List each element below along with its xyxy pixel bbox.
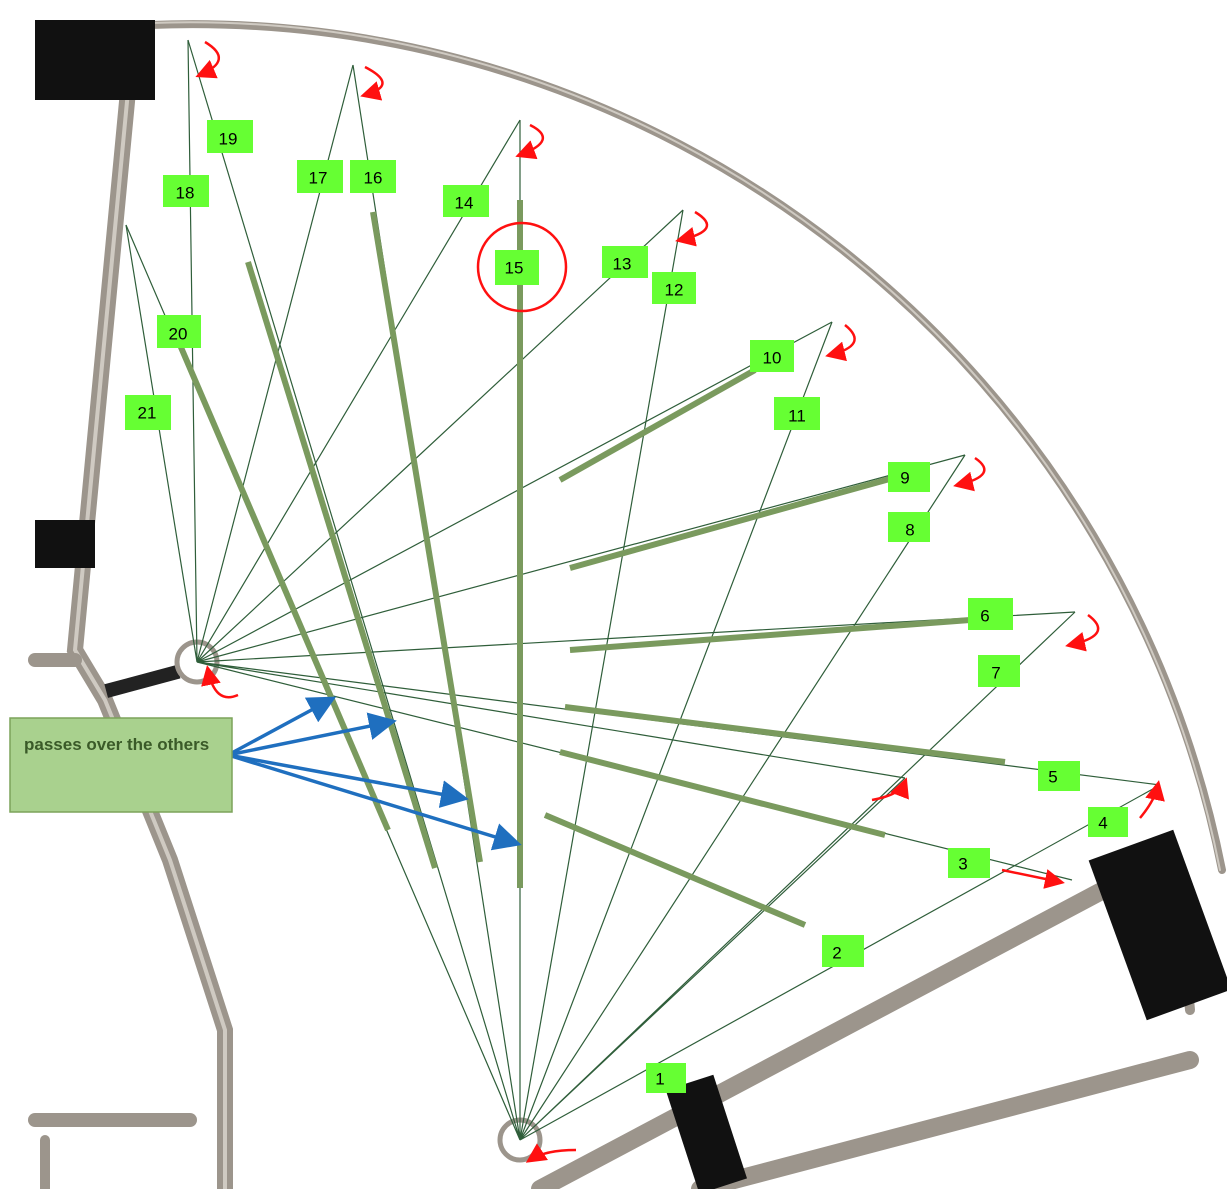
label: 1 — [646, 1063, 686, 1093]
label: 15 — [495, 250, 539, 285]
label: 7 — [978, 655, 1020, 687]
label: 19 — [207, 120, 253, 153]
label-text: 12 — [665, 280, 684, 299]
label-text: 16 — [364, 168, 383, 187]
label-text: 4 — [1098, 813, 1107, 832]
label: 16 — [350, 160, 396, 193]
label: 13 — [602, 246, 648, 278]
label: 10 — [750, 340, 794, 372]
label-text: 13 — [613, 254, 632, 273]
label-text: 5 — [1048, 767, 1057, 786]
label: 4 — [1088, 807, 1128, 837]
label: 14 — [443, 185, 489, 217]
rotation-arrows — [195, 40, 1165, 1163]
label: 21 — [125, 395, 171, 430]
label: 8 — [888, 512, 930, 542]
label: 6 — [968, 598, 1013, 630]
label-text: 19 — [219, 129, 238, 148]
label-text: 10 — [763, 348, 782, 367]
label-text: 21 — [138, 403, 157, 422]
label-text: 3 — [958, 854, 967, 873]
label: 9 — [888, 462, 930, 492]
label-text: 2 — [832, 943, 841, 962]
callout-text: passes over the others — [24, 735, 210, 754]
label-text: 7 — [991, 663, 1000, 682]
label: 3 — [948, 848, 990, 878]
label: 5 — [1038, 761, 1080, 791]
label-text: 9 — [900, 468, 909, 487]
callout-arrows — [227, 696, 522, 851]
label-text: 8 — [905, 520, 914, 539]
label-text: 11 — [788, 406, 806, 425]
label: 17 — [297, 160, 343, 193]
label: 18 — [163, 175, 209, 207]
callout: passes over the others — [9, 717, 233, 813]
label-text: 20 — [169, 324, 188, 343]
label-text: 15 — [505, 258, 524, 277]
label-text: 14 — [455, 193, 474, 212]
labels: 1 2 3 4 5 6 7 8 9 10 11 12 13 14 15 16 1… — [125, 120, 1128, 1093]
label-text: 18 — [176, 183, 195, 202]
label: 20 — [157, 315, 201, 348]
strings — [125, 39, 1161, 1141]
frame — [28, 20, 1227, 1189]
label: 11 — [774, 397, 820, 430]
label-text: 6 — [980, 606, 989, 625]
label: 2 — [822, 935, 864, 967]
bars — [177, 200, 1006, 928]
label: 12 — [652, 272, 696, 304]
label-text: 17 — [309, 168, 328, 187]
label-text: 1 — [655, 1069, 664, 1088]
